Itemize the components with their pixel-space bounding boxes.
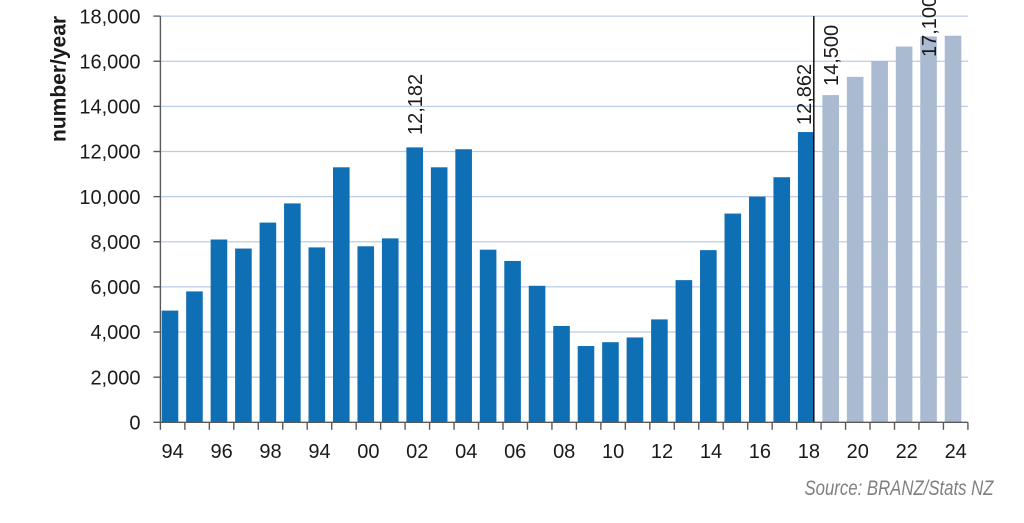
svg-text:94: 94 xyxy=(308,441,330,463)
svg-text:10,000: 10,000 xyxy=(79,187,140,209)
svg-text:8,000: 8,000 xyxy=(90,232,140,254)
svg-text:12,182: 12,182 xyxy=(405,74,427,135)
svg-text:12: 12 xyxy=(651,441,673,463)
svg-text:16,000: 16,000 xyxy=(79,51,140,73)
svg-text:2,000: 2,000 xyxy=(90,367,140,389)
svg-text:98: 98 xyxy=(259,441,281,463)
svg-text:12,862: 12,862 xyxy=(794,64,816,125)
svg-text:number/year: number/year xyxy=(47,16,70,142)
svg-text:94: 94 xyxy=(161,441,183,463)
svg-text:08: 08 xyxy=(553,441,575,463)
svg-text:04: 04 xyxy=(455,441,477,463)
svg-text:17,100: 17,100 xyxy=(919,0,941,57)
svg-text:18: 18 xyxy=(798,441,820,463)
svg-text:4,000: 4,000 xyxy=(90,322,140,344)
svg-text:16: 16 xyxy=(749,441,771,463)
svg-text:10: 10 xyxy=(602,441,624,463)
svg-text:06: 06 xyxy=(504,441,526,463)
svg-text:24: 24 xyxy=(945,441,967,463)
svg-text:Source: BRANZ/Stats NZ: Source: BRANZ/Stats NZ xyxy=(805,477,995,500)
svg-text:14,500: 14,500 xyxy=(821,25,843,86)
svg-text:6,000: 6,000 xyxy=(90,277,140,299)
svg-text:14,000: 14,000 xyxy=(79,97,140,119)
svg-text:18,000: 18,000 xyxy=(79,6,140,28)
svg-text:22: 22 xyxy=(896,441,918,463)
svg-text:00: 00 xyxy=(357,441,379,463)
svg-text:14: 14 xyxy=(700,441,722,463)
svg-text:02: 02 xyxy=(406,441,428,463)
svg-text:96: 96 xyxy=(210,441,232,463)
svg-text:20: 20 xyxy=(847,441,869,463)
svg-text:12,000: 12,000 xyxy=(79,142,140,164)
svg-text:0: 0 xyxy=(129,413,140,435)
